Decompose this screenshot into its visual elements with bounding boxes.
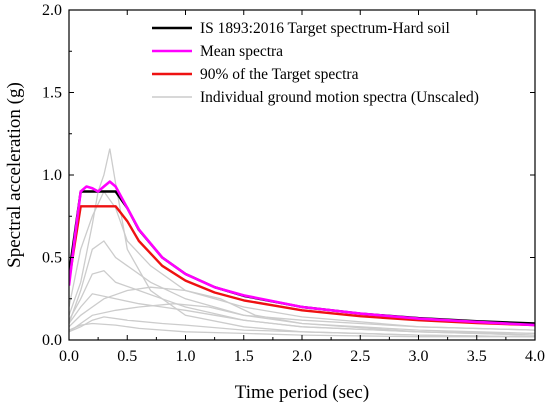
y-tick-label: 2.0: [42, 2, 62, 19]
legend-item-individual: Individual ground motion spectra (Unscal…: [152, 89, 479, 106]
individual-spectrum-line-6: [69, 303, 535, 333]
x-axis-title: Time period (sec): [235, 382, 369, 403]
legend-label: Individual ground motion spectra (Unscal…: [200, 89, 479, 106]
x-tick-label: 1.5: [234, 348, 254, 365]
main-series-layer: [69, 180, 535, 327]
legend-item-mean: Mean spectra: [152, 43, 283, 60]
individual-spectra-layer: [69, 148, 535, 338]
legend: IS 1893:2016 Target spectrum-Hard soil Me…: [152, 20, 479, 106]
legend-label: IS 1893:2016 Target spectrum-Hard soil: [200, 20, 450, 37]
x-tick-label: 0.0: [59, 348, 79, 365]
legend-label: 90% of the Target spectra: [200, 66, 359, 83]
y-tick-label: 0.5: [42, 250, 62, 267]
y-tick-label: 1.5: [42, 85, 62, 102]
x-tick-label: 3.5: [467, 348, 487, 365]
individual-spectrum-line-5: [69, 286, 535, 336]
legend-item-target: IS 1893:2016 Target spectrum-Hard soil: [152, 20, 450, 37]
x-tick-label: 3.0: [409, 348, 429, 365]
y-axis-title: Spectral acceleration (g): [4, 82, 25, 268]
mean-spectra-line: [69, 180, 535, 327]
individual-spectrum-line-2: [69, 190, 535, 331]
y-tick-label: 0.0: [42, 332, 62, 349]
legend-item-ninety-percent: 90% of the Target spectra: [152, 66, 359, 83]
legend-label: Mean spectra: [200, 43, 283, 60]
x-tick-label: 2.0: [292, 348, 312, 365]
individual-spectrum-line-9: [69, 322, 535, 338]
y-tick-label: 1.0: [42, 167, 62, 184]
individual-spectrum-line-8: [69, 316, 535, 338]
axis-ticks: 0.0 0.5 1.0 1.5 2.0 2.5 3.0 3.5 4.0 0.0 0.5 1.0 1.5 2…: [42, 2, 545, 365]
individual-spectrum-line-7: [69, 293, 535, 335]
x-tick-label: 1.0: [176, 348, 196, 365]
ninety-percent-target-line: [69, 205, 535, 327]
x-tick-label: 0.5: [117, 348, 137, 365]
x-tick-label: 4.0: [525, 348, 545, 365]
x-tick-label: 2.5: [350, 348, 370, 365]
individual-spectrum-line-4: [69, 269, 535, 336]
